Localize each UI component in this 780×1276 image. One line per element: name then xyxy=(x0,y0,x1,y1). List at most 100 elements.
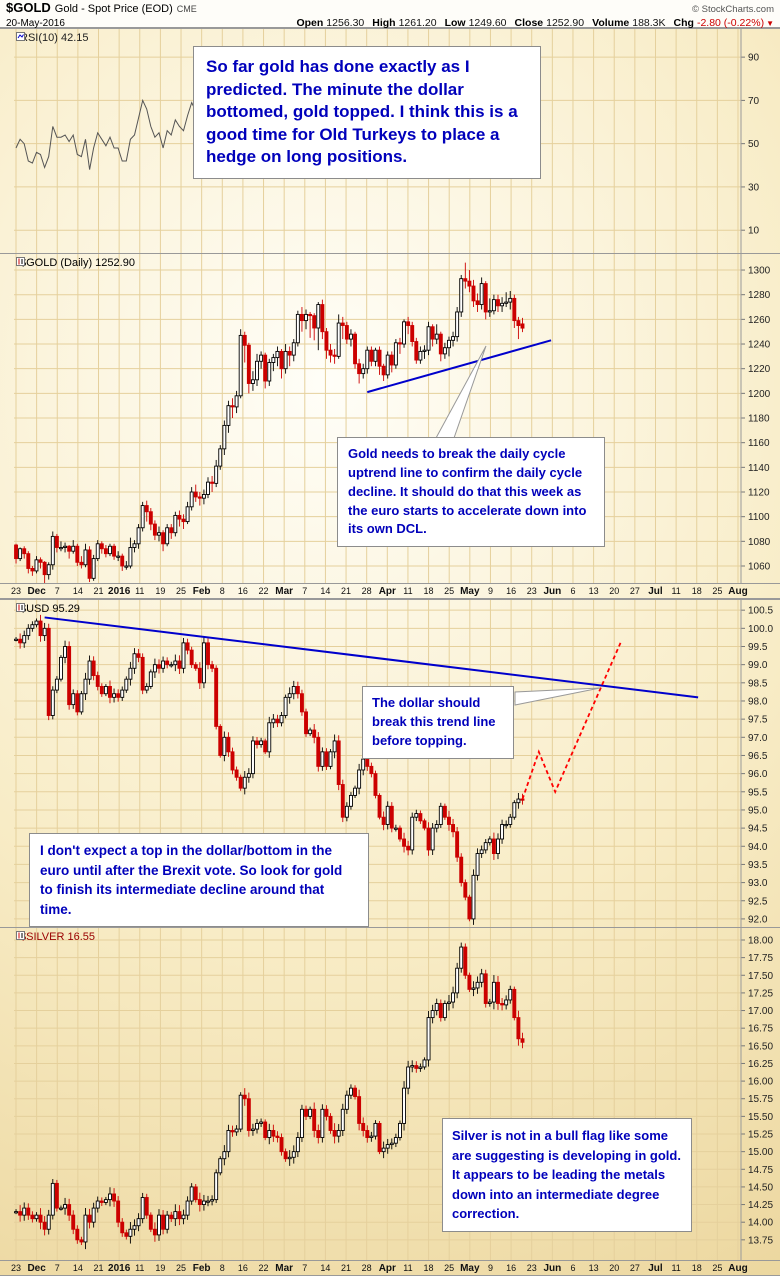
x-axis-label: 2016 xyxy=(108,586,131,597)
stat-label: Volume xyxy=(592,17,630,29)
y-axis-label: 17.50 xyxy=(748,971,773,982)
y-axis-label: 100.0 xyxy=(748,624,773,635)
x-axis-label: 2016 xyxy=(108,1263,131,1274)
x-axis-label: 16 xyxy=(506,586,517,596)
x-axis-label: 11 xyxy=(135,1263,145,1273)
y-axis-label: 10 xyxy=(748,226,760,237)
y-axis-label: 70 xyxy=(748,96,760,107)
x-axis-label: 22 xyxy=(258,1263,269,1273)
y-axis-label: 14.00 xyxy=(748,1218,773,1229)
x-axis-label: 11 xyxy=(403,586,413,596)
stat-value: -2.80 (-0.22%) xyxy=(696,17,765,29)
stat-label: Chg xyxy=(673,17,694,29)
y-axis-label: 1140 xyxy=(748,463,770,474)
y-axis-label: 30 xyxy=(748,182,760,193)
y-axis-label: 96.0 xyxy=(748,769,768,780)
x-axis-label: 23 xyxy=(526,1263,537,1273)
y-axis-label: 15.50 xyxy=(748,1112,773,1123)
x-axis-label: 8 xyxy=(219,586,225,596)
candles xyxy=(14,262,525,584)
x-axis-label: 7 xyxy=(302,586,308,596)
x-axis-label: Feb xyxy=(192,1263,211,1274)
y-axis-label: 16.00 xyxy=(748,1077,773,1088)
x-axis-label: 6 xyxy=(570,1263,576,1273)
usd-panel-title: $USD 95.29 xyxy=(16,603,80,615)
x-axis-label: 18 xyxy=(691,586,702,596)
annotation-usd-note-2: I don't expect a top in the dollar/botto… xyxy=(29,833,369,928)
x-axis-label: 21 xyxy=(93,1263,104,1273)
y-axis-label: 1220 xyxy=(748,364,771,375)
y-axis-label: 97.0 xyxy=(748,733,768,744)
x-axis-label: 14 xyxy=(72,586,83,596)
stockcharts-copyright-link[interactable]: © StockCharts.com xyxy=(692,4,774,15)
ohlc-stats: Open 1256.30 High 1261.20 Low 1249.60 Close 125… xyxy=(288,16,774,30)
y-axis-label: 94.0 xyxy=(748,842,768,853)
stat-value: 1256.30 xyxy=(326,17,365,29)
y-axis-label: 93.5 xyxy=(748,860,768,871)
stat-value: 1252.90 xyxy=(546,17,585,29)
x-axis-label: 25 xyxy=(712,1263,723,1273)
x-axis-label: 7 xyxy=(54,586,60,596)
x-axis-label: Dec xyxy=(27,1263,46,1274)
y-axis-label: 1100 xyxy=(748,512,770,523)
usd-panel-label: $USD 95.29 xyxy=(20,603,80,615)
ticker-description: Gold - Spot Price (EOD) xyxy=(54,3,173,15)
stat-label: Close xyxy=(514,17,544,29)
x-axis-label: Aug xyxy=(728,586,748,597)
x-axis-label: Jun xyxy=(543,586,562,597)
annotation-usd-note-1: The dollar should break this trend line … xyxy=(362,686,514,759)
y-axis-label: 99.5 xyxy=(748,642,768,653)
x-axis-label: 23 xyxy=(10,586,21,596)
candles xyxy=(14,614,525,925)
y-axis: 13.75 14.00 14.25 14.50 14.75 15.00 15.25 15.50… xyxy=(740,928,773,1261)
y-axis-label: 1260 xyxy=(748,315,771,326)
y-axis-label: 1160 xyxy=(748,438,770,449)
x-axis-label: 14 xyxy=(320,586,331,596)
x-axis-label: 11 xyxy=(403,1263,413,1273)
y-axis-label: 95.5 xyxy=(748,787,768,798)
x-axis-label: 23 xyxy=(526,586,537,596)
x-axis-label: May xyxy=(460,1263,480,1274)
rsi-panel-title: RSI(10) 42.15 xyxy=(16,32,88,44)
x-axis-strip-top: 23 Dec 7 14 21 2016 11 19 25 Feb 8 16 22 Mar 7 14 21 28 Ap… xyxy=(0,583,780,599)
y-axis-label: 98.0 xyxy=(748,696,768,707)
annotation-rsi-note: So far gold has done exactly as I predic… xyxy=(193,46,541,180)
x-axis-label: 25 xyxy=(444,1263,455,1273)
x-axis-label: Jul xyxy=(648,1263,663,1274)
y-axis-label: 98.5 xyxy=(748,678,768,689)
ticker-title: $GOLD Gold - Spot Price (EOD) CME xyxy=(6,1,197,15)
x-axis-label: Jul xyxy=(648,586,663,597)
y-axis-label: 99.0 xyxy=(748,660,768,671)
y-axis: 1060 1080 1100 1120 1140 1160 1180 1200 1220 1240… xyxy=(740,254,771,584)
y-axis-label: 16.75 xyxy=(748,1024,773,1035)
x-axis-label: 18 xyxy=(423,586,434,596)
y-axis-label: 50 xyxy=(748,139,760,150)
x-axis-label: Apr xyxy=(378,586,396,597)
x-axis-label: 11 xyxy=(671,586,681,596)
y-axis-label: 1280 xyxy=(748,290,771,301)
x-axis-label: 25 xyxy=(176,586,187,596)
x-axis-label: Feb xyxy=(192,586,211,597)
x-axis-label: 8 xyxy=(219,1263,225,1273)
x-axis-label: 25 xyxy=(712,586,723,596)
y-axis-label: 95.0 xyxy=(748,805,768,816)
annotation-gold-note: Gold needs to break the daily cycle uptr… xyxy=(337,437,605,548)
x-axis-label: 20 xyxy=(609,586,620,596)
gold-panel-title: $GOLD (Daily) 1252.90 xyxy=(16,257,135,269)
y-axis-label: 14.75 xyxy=(748,1165,773,1176)
stat-label: High xyxy=(372,17,396,29)
trendline xyxy=(44,616,699,699)
ticker-exchange: CME xyxy=(176,4,197,14)
x-axis-label: 11 xyxy=(671,1263,681,1273)
y-axis-label: 1060 xyxy=(748,561,771,572)
x-axis-label: 25 xyxy=(444,586,455,596)
y-axis-label: 13.75 xyxy=(748,1235,773,1246)
x-axis-label: Dec xyxy=(27,586,46,597)
chg-down-arrow-icon: ▼ xyxy=(766,19,774,28)
usd-panel: 92.0 92.5 93.0 93.5 94.0 94.5 95.0 95.5 96.0 96.5… xyxy=(0,599,780,928)
y-axis-label: 92.0 xyxy=(748,914,768,925)
y-axis-label: 100.5 xyxy=(748,606,773,617)
y-axis-label: 15.25 xyxy=(748,1130,773,1141)
y-axis-label: 18.00 xyxy=(748,935,773,946)
